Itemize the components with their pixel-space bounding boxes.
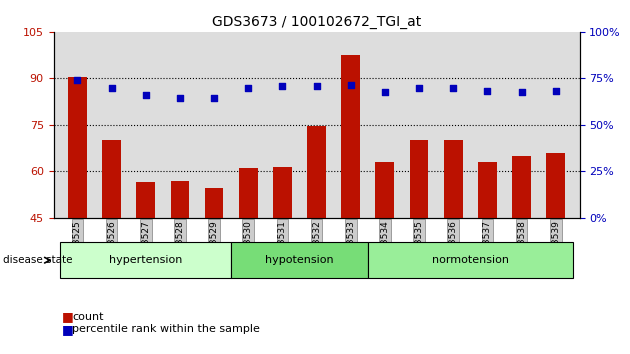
Bar: [171, 181, 190, 218]
Bar: [341, 55, 360, 218]
Text: ■: ■: [62, 310, 74, 323]
Bar: [546, 153, 565, 218]
Bar: [273, 167, 292, 218]
Bar: [136, 182, 155, 218]
Bar: [60, 242, 231, 278]
Bar: [512, 156, 531, 218]
Bar: [375, 162, 394, 218]
Point: [346, 82, 356, 87]
Title: GDS3673 / 100102672_TGI_at: GDS3673 / 100102672_TGI_at: [212, 16, 421, 29]
Point: [72, 77, 83, 83]
Point: [175, 96, 185, 101]
Bar: [239, 168, 258, 218]
Bar: [478, 162, 497, 218]
Text: percentile rank within the sample: percentile rank within the sample: [72, 324, 260, 334]
Point: [140, 92, 151, 98]
Bar: [444, 140, 462, 218]
Point: [209, 96, 219, 101]
Text: normotension: normotension: [432, 255, 509, 265]
Point: [483, 88, 493, 93]
Point: [243, 85, 253, 91]
Point: [106, 85, 117, 91]
Bar: [68, 77, 87, 218]
Text: count: count: [72, 312, 104, 322]
Bar: [410, 140, 428, 218]
Point: [448, 85, 458, 91]
Bar: [231, 242, 368, 278]
Bar: [368, 242, 573, 278]
Point: [380, 90, 390, 95]
Point: [551, 88, 561, 93]
Text: hypotension: hypotension: [265, 255, 334, 265]
Bar: [307, 126, 326, 218]
Bar: [205, 188, 224, 218]
Point: [517, 90, 527, 95]
Point: [277, 83, 287, 89]
Point: [414, 85, 424, 91]
Text: ■: ■: [62, 323, 74, 336]
Text: hypertension: hypertension: [109, 255, 183, 265]
Point: [312, 83, 322, 89]
Text: disease state: disease state: [3, 255, 72, 265]
Bar: [102, 140, 121, 218]
